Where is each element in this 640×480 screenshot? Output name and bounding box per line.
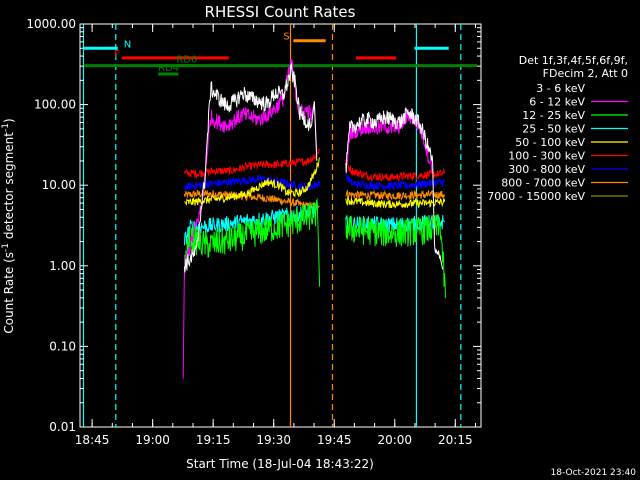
x-axis-label: Start Time (18-Jul-04 18:43:22) <box>186 457 374 471</box>
footer-date: 18-Oct-2021 23:40 <box>551 468 637 478</box>
legend-label: 100 - 300 keV <box>508 150 585 163</box>
legend-label: 6 - 12 keV <box>529 96 585 109</box>
flag-bar-label: S <box>283 32 289 43</box>
series-line <box>183 62 318 273</box>
legend-label: 800 - 7000 keV <box>501 177 585 190</box>
legend: Det 1f,3f,4f,5f,6f,9f, FDecim 2, Att 0 3… <box>487 54 628 203</box>
flag-bar-label: RD0 <box>176 55 197 66</box>
series-line <box>183 189 320 211</box>
x-tick-label: 19:15 <box>196 433 231 447</box>
series-line <box>183 174 321 192</box>
legend-label: 25 - 50 keV <box>522 123 585 136</box>
legend-label: 50 - 100 keV <box>515 136 585 149</box>
series-line <box>345 214 446 298</box>
legend-header-1: Det 1f,3f,4f,5f,6f,9f, <box>519 54 628 67</box>
series-line <box>345 107 444 270</box>
x-tick-label: 19:30 <box>256 433 291 447</box>
series-line <box>183 198 321 287</box>
y-tick-label: 100.00 <box>34 98 76 112</box>
flag-bar-label: N <box>124 39 131 50</box>
series-line <box>183 148 320 180</box>
y-axis-label: Count Rate (s-1 detector segment-1) <box>1 118 16 333</box>
x-tick-label: 19:00 <box>135 433 170 447</box>
legend-label: 7000 - 15000 keV <box>487 190 585 203</box>
series-line <box>345 172 446 192</box>
flag-bar-label: RD4 <box>158 63 179 74</box>
y-tick-label: 0.01 <box>49 420 76 434</box>
legend-label: 12 - 25 keV <box>522 109 585 122</box>
series-line <box>345 159 446 183</box>
series-line <box>184 157 321 206</box>
y-tick-label: 1.00 <box>49 259 76 273</box>
series-line <box>345 189 446 202</box>
x-tick-label: 20:15 <box>438 433 473 447</box>
x-axis: 18:45 19:00 19:15 19:30 19:45 20:00 20:15 <box>75 24 476 447</box>
plot-frame <box>79 23 482 428</box>
legend-label: 3 - 6 keV <box>536 82 585 95</box>
chart-title: RHESSI Count Rates <box>205 3 356 21</box>
y-tick-label: 1000.00 <box>26 17 76 31</box>
flag-bar-label: F <box>114 49 120 60</box>
legend-header-2: FDecim 2, Att 0 <box>543 67 628 80</box>
y-tick-label: 10.00 <box>42 178 76 192</box>
series-lines <box>182 59 446 379</box>
y-tick-label: 0.10 <box>49 339 76 353</box>
legend-label: 300 - 800 keV <box>508 163 585 176</box>
x-tick-label: 18:45 <box>75 433 110 447</box>
series-line <box>345 195 446 209</box>
x-tick-label: 19:45 <box>317 433 352 447</box>
x-tick-label: 20:00 <box>377 433 412 447</box>
y-axis: 0.01 0.10 1.00 10.00 100.00 1000.00 <box>26 17 481 434</box>
